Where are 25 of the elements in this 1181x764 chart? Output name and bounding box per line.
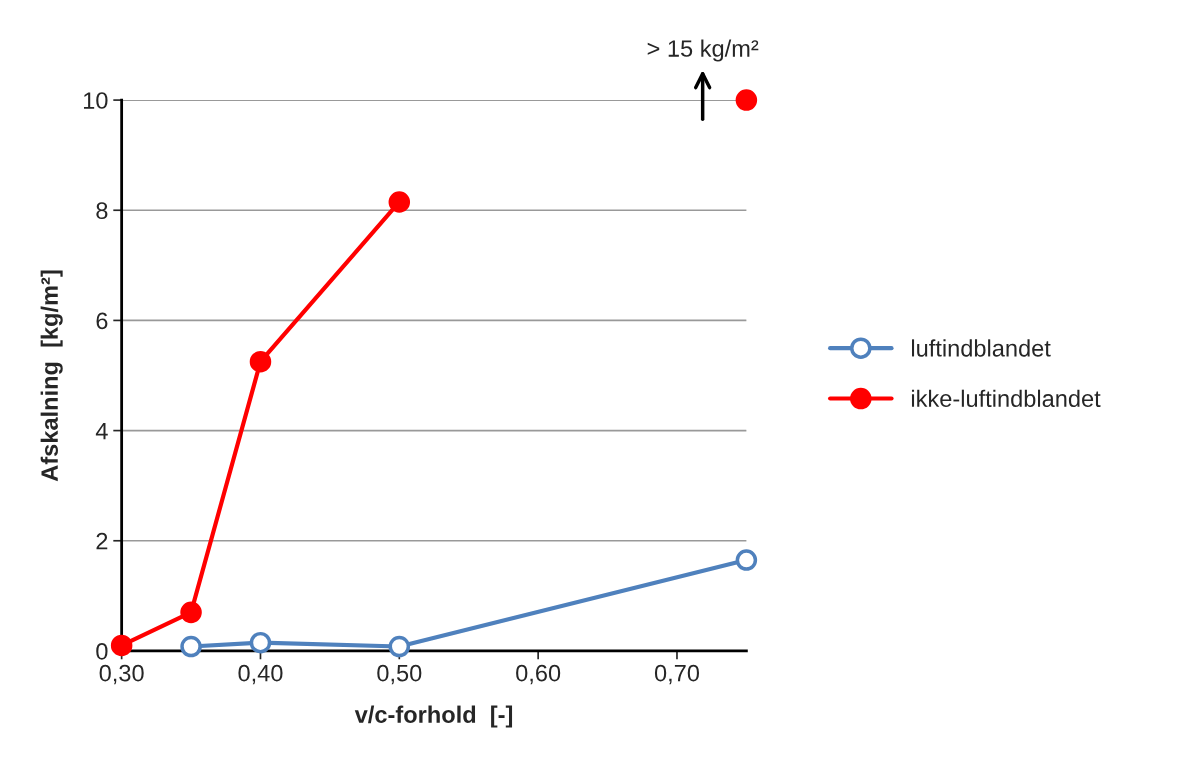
point <box>180 601 202 624</box>
point <box>249 631 272 654</box>
point <box>735 89 758 111</box>
y-tick-label: 8 <box>96 202 108 220</box>
y-tick-label: 4 <box>95 422 108 440</box>
x-tick-label: 0,70 <box>654 664 700 685</box>
y-tick-label: 0 <box>96 643 108 660</box>
x-tick-label: 0,40 <box>238 664 283 685</box>
y-tick-label: 6 <box>96 312 108 330</box>
x-axis-title: v/c-forhold [-] <box>354 705 513 728</box>
y-tick-label: 2 <box>96 532 108 550</box>
x-tick-label: 0,30 <box>99 664 144 685</box>
text: > 15 kg/m² <box>647 39 759 62</box>
x-tick-label: 0,60 <box>516 664 561 685</box>
y-axis-title: Afskalning [kg/m²] <box>40 270 63 482</box>
x-tick-label: 0,50 <box>377 664 422 685</box>
point <box>388 191 411 213</box>
y-tick-label: 10 <box>83 92 108 109</box>
legend-label: ikke-luftindblandet <box>911 389 1101 408</box>
point <box>249 350 272 373</box>
legend-label: luftindblandet <box>911 339 1051 357</box>
point <box>110 634 133 657</box>
point <box>735 549 758 571</box>
point <box>180 635 202 658</box>
point <box>388 635 411 658</box>
